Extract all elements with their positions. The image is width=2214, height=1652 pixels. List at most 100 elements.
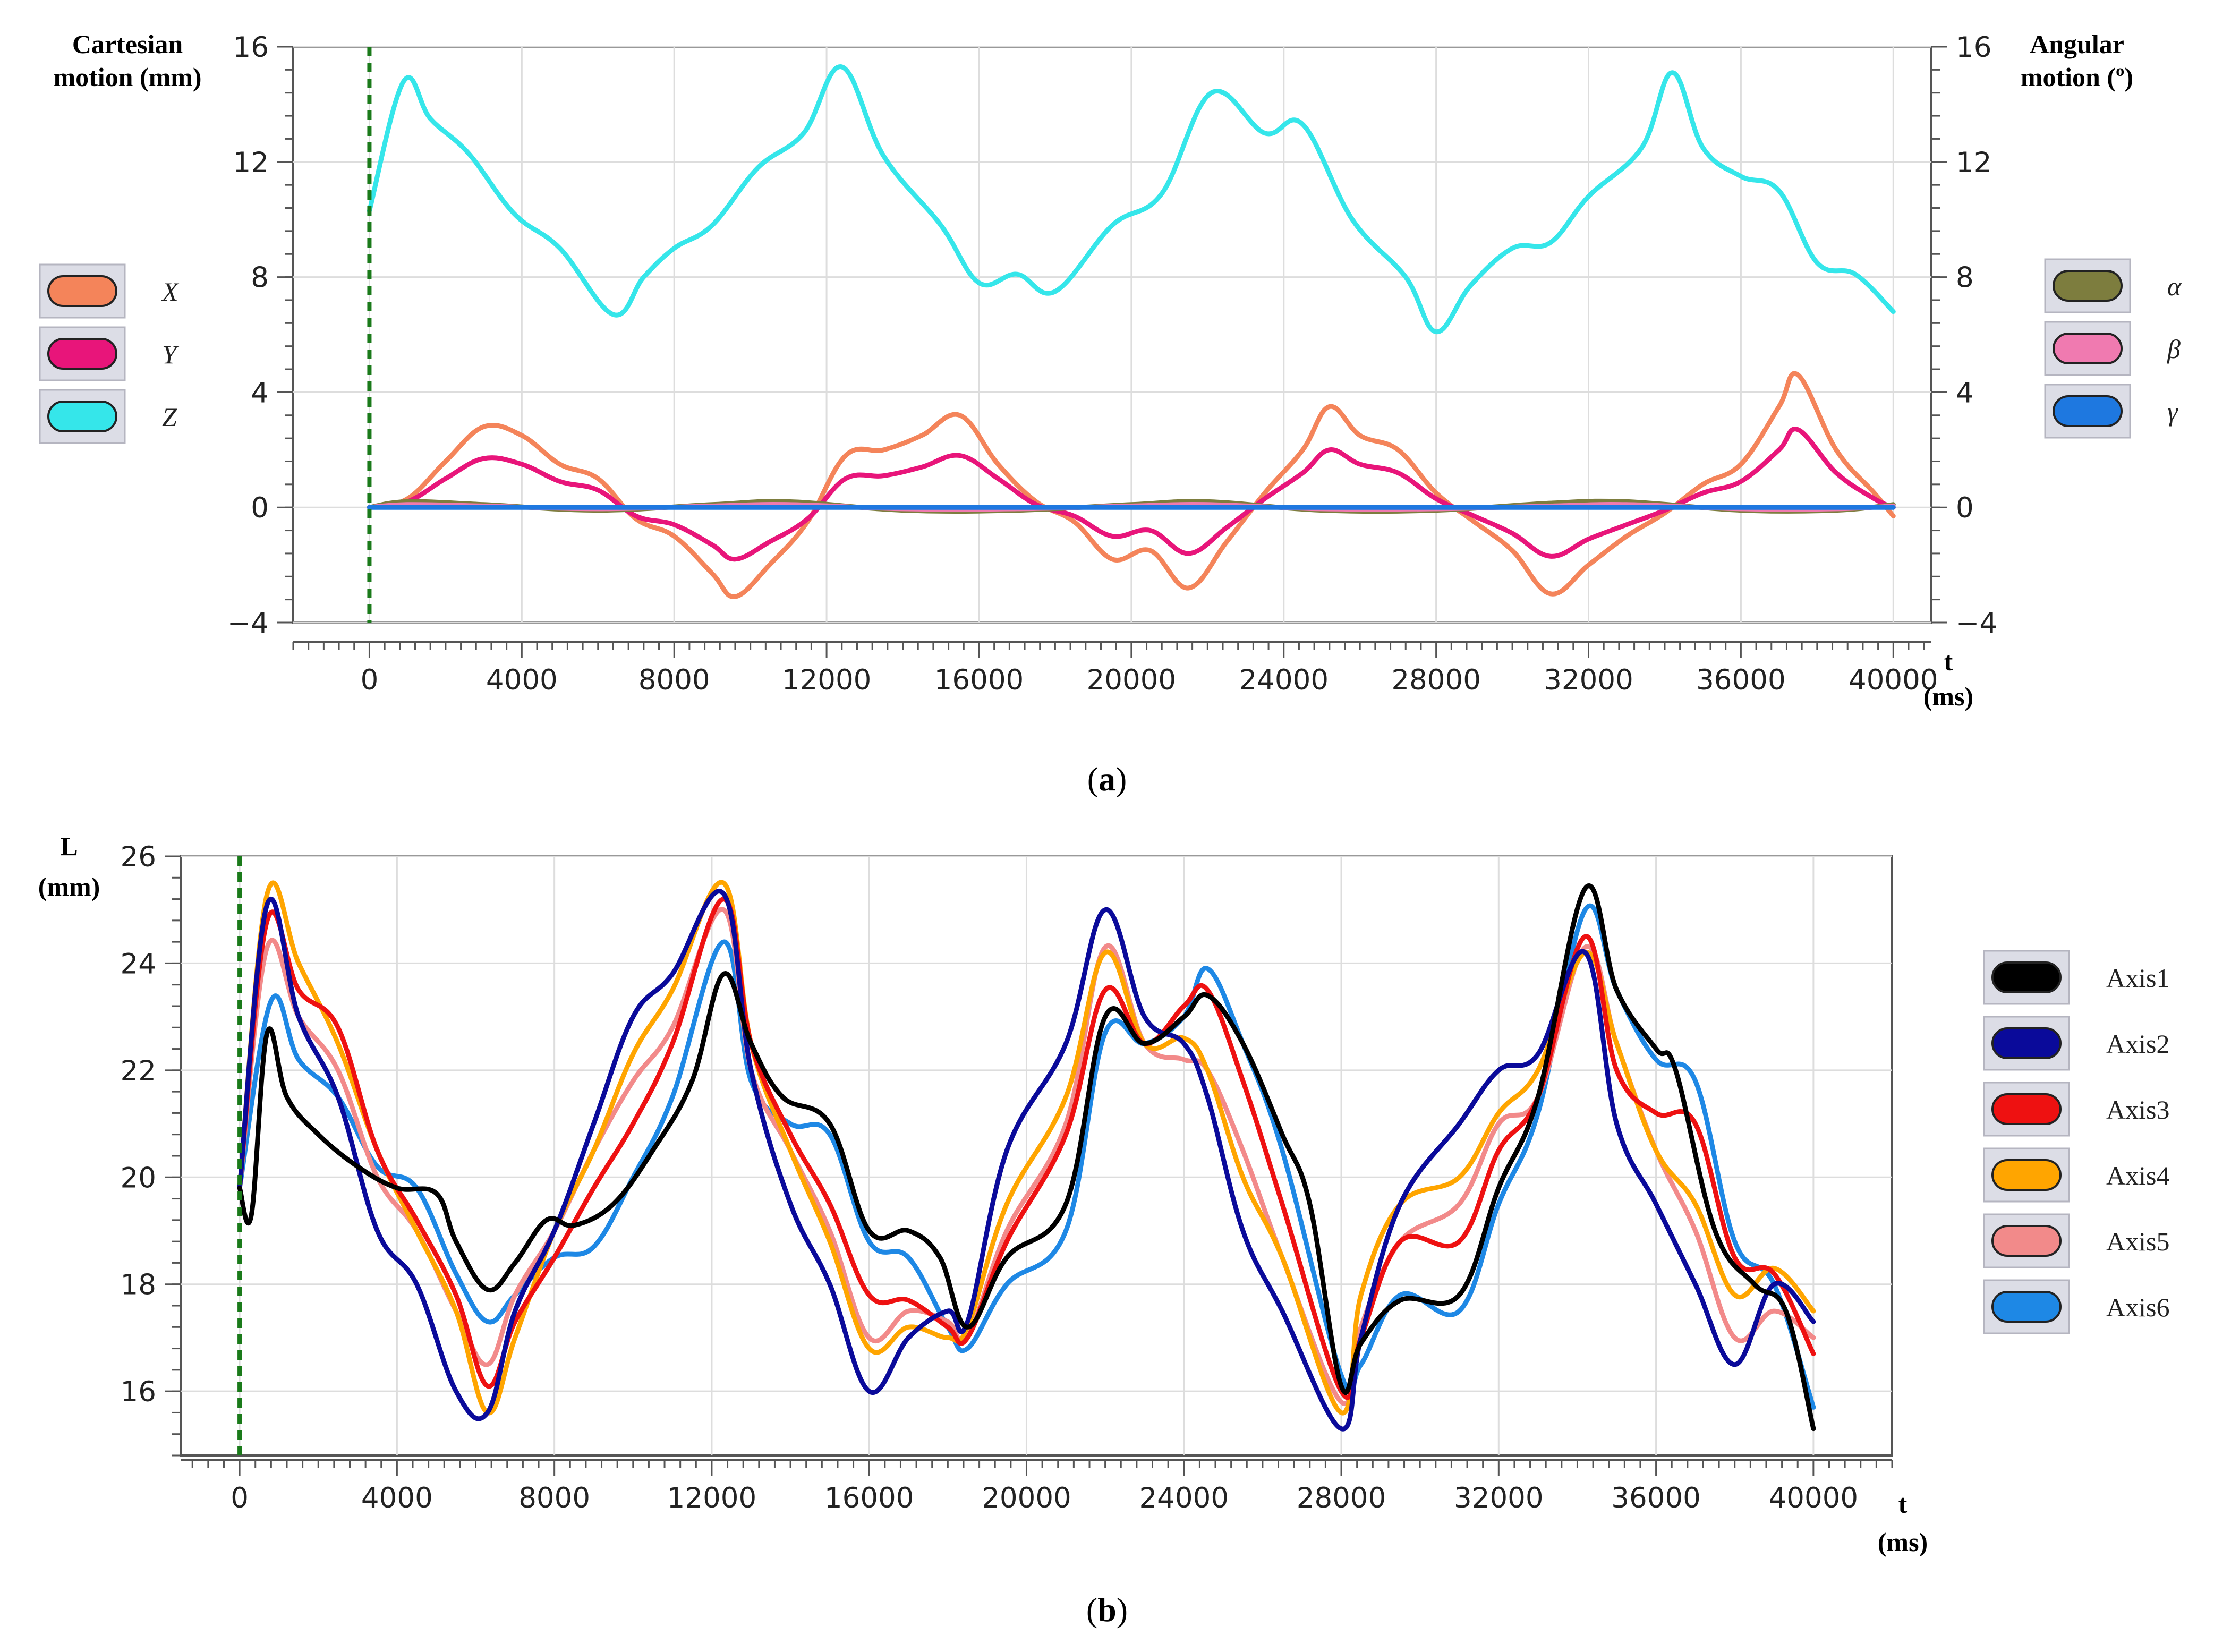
x-tick-label: 28000 <box>1297 1482 1386 1514</box>
panel-a-left-axis-title-line1: Cartesian <box>72 29 183 59</box>
x-tick-label: 0 <box>361 664 379 696</box>
x-tick-label: 8000 <box>638 664 710 696</box>
legend-swatch-axis3 <box>1991 1093 2062 1125</box>
panel-a-legend-left: X Y Z <box>39 263 180 444</box>
panel-a-right-y-tick-labels: −4 0 4 8 12 16 <box>1956 31 1997 640</box>
panel-a-x-tick-labels: 0 4000 8000 12000 16000 20000 24000 28000 32000 3… <box>361 664 1938 696</box>
series-line-axis2 <box>237 889 1816 1432</box>
panel-b-x-axis-title-line1: t <box>1898 1489 1908 1519</box>
panel-a-caption-letter: a <box>1099 760 1115 798</box>
panel-b: 0 4000 8000 12000 16000 20000 24000 28000 32000 3… <box>38 831 2170 1629</box>
y-right-tick-label: 12 <box>1956 147 1991 179</box>
x-tick-label: 16000 <box>824 1482 914 1514</box>
y-tick-label: 4 <box>251 377 269 409</box>
legend-label-axis6: Axis6 <box>2106 1292 2169 1322</box>
panel-a: 0 4000 8000 12000 16000 20000 24000 28000 32000 3… <box>39 29 2182 798</box>
y-tick-label: 16 <box>121 1376 156 1408</box>
series-line-z <box>367 64 1896 335</box>
panel-a-x-axis-title-line2: (ms) <box>1923 682 1973 711</box>
x-tick-label: 12000 <box>782 664 872 696</box>
series-line-y <box>367 427 1896 562</box>
y-tick-label: 20 <box>121 1162 156 1194</box>
legend-swatch-y <box>47 338 117 370</box>
legend-label-y: Y <box>162 339 180 369</box>
y-right-tick-label: 4 <box>1956 377 1974 409</box>
legend-label--: α <box>2167 271 2182 301</box>
legend-swatch-axis5 <box>1991 1225 2062 1257</box>
panel-b-series <box>237 880 1816 1432</box>
legend-swatch-axis4 <box>1991 1159 2062 1191</box>
x-tick-label: 12000 <box>667 1482 757 1514</box>
x-tick-label: 28000 <box>1391 664 1481 696</box>
legend-swatch-axis6 <box>1991 1291 2062 1323</box>
series-line-axis1 <box>237 883 1816 1432</box>
legend-swatch-x <box>47 275 117 307</box>
series-line-axis3 <box>237 897 1816 1400</box>
legend-label--: γ <box>2167 397 2178 427</box>
legend-label-axis3: Axis3 <box>2106 1095 2169 1125</box>
x-tick-label: 32000 <box>1454 1482 1544 1514</box>
x-tick-label: 16000 <box>934 664 1024 696</box>
x-tick-label: 36000 <box>1696 664 1786 696</box>
panel-b-y-tick-labels: 16 18 20 22 24 26 <box>121 841 156 1408</box>
panel-a-left-axis-title-line2: motion (mm) <box>53 62 201 92</box>
y-tick-label: 22 <box>121 1055 156 1087</box>
y-tick-label: 26 <box>121 841 156 873</box>
series-line-axis6 <box>237 903 1816 1410</box>
panel-a-left-y-tick-labels: −4 0 4 8 12 16 <box>227 31 269 640</box>
legend-label-x: X <box>161 277 180 306</box>
x-tick-label: 0 <box>231 1482 249 1514</box>
y-tick-label: −4 <box>227 607 269 640</box>
panel-b-y-axis-title-line2: (mm) <box>38 872 100 901</box>
panel-a-caption: (a) <box>1087 760 1127 798</box>
y-right-tick-label: 8 <box>1956 262 1974 294</box>
panel-a-plot-frame <box>292 46 1932 624</box>
x-tick-label: 20000 <box>1087 664 1177 696</box>
x-tick-label: 20000 <box>982 1482 1071 1514</box>
y-tick-label: 24 <box>121 948 156 980</box>
panel-b-x-axis-title-line2: (ms) <box>1878 1527 1928 1557</box>
legend-swatch-- <box>2053 395 2123 427</box>
y-tick-label: 12 <box>233 147 269 179</box>
panel-b-x-tick-labels: 0 4000 8000 12000 16000 20000 24000 28000 32000 3… <box>231 1482 1858 1514</box>
y-right-tick-label: 0 <box>1956 492 1974 524</box>
panel-b-legend: Axis1 Axis2 Axis3 Axis4 Axis5 Axis6 <box>1983 950 2169 1334</box>
legend-swatch-- <box>2053 270 2123 302</box>
y-right-tick-label: 16 <box>1956 31 1991 64</box>
y-tick-label: 8 <box>251 262 269 294</box>
x-tick-label: 24000 <box>1239 664 1329 696</box>
panel-a-right-axis-title-line1: Angular <box>2030 29 2124 59</box>
panel-b-y-axis-title-line1: L <box>60 831 78 861</box>
panel-b-caption-letter: b <box>1097 1591 1117 1629</box>
legend-label--: β <box>2167 334 2181 364</box>
legend-label-axis2: Axis2 <box>2106 1029 2169 1059</box>
legend-swatch-- <box>2053 333 2123 364</box>
y-tick-label: 18 <box>121 1269 156 1301</box>
legend-swatch-axis1 <box>1991 961 2062 993</box>
legend-label-axis5: Axis5 <box>2106 1227 2169 1256</box>
legend-label-z: Z <box>162 402 177 432</box>
panel-a-series <box>367 64 1896 599</box>
panel-a-legend-right: α β γ <box>2044 258 2182 439</box>
x-tick-label: 4000 <box>361 1482 433 1514</box>
panel-b-caption: (b) <box>1086 1591 1128 1629</box>
legend-label-axis1: Axis1 <box>2106 963 2169 993</box>
x-tick-label: 4000 <box>486 664 558 696</box>
y-right-tick-label: −4 <box>1956 607 1997 640</box>
x-tick-label: 8000 <box>518 1482 590 1514</box>
x-tick-label: 40000 <box>1769 1482 1859 1514</box>
panel-a-right-axis-title-line2: motion (º) <box>2021 62 2133 92</box>
legend-label-axis4: Axis4 <box>2106 1161 2169 1190</box>
panel-b-tick-marks <box>165 855 1893 1476</box>
legend-swatch-axis2 <box>1991 1027 2062 1059</box>
x-tick-label: 32000 <box>1544 664 1633 696</box>
panel-a-x-axis-title-line1: t <box>1944 646 1953 676</box>
legend-swatch-z <box>47 401 117 432</box>
x-tick-label: 24000 <box>1139 1482 1229 1514</box>
y-tick-label: 16 <box>233 31 269 64</box>
x-tick-label: 36000 <box>1611 1482 1701 1514</box>
panel-a-tick-marks <box>277 46 1947 658</box>
y-tick-label: 0 <box>251 492 269 524</box>
x-tick-label: 40000 <box>1849 664 1938 696</box>
